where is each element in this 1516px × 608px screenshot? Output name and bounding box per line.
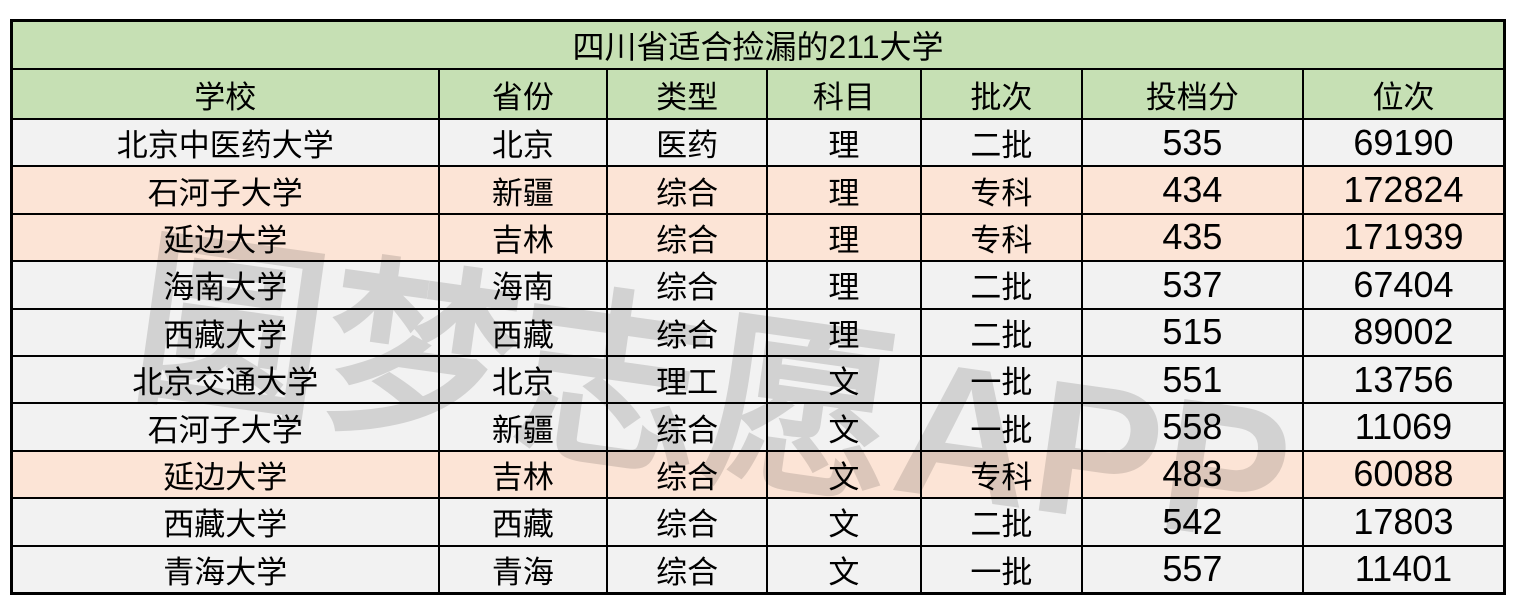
table-cell: 89002 (1301, 307, 1506, 357)
table-cell: 二批 (919, 307, 1083, 357)
table-cell: 青海大学 (10, 544, 440, 595)
table-row: 延边大学 吉林 综合文专科 483 60088 (10, 449, 1506, 500)
table-cell: 吉林 (437, 449, 609, 500)
table-cell: 综合 (606, 497, 768, 547)
table-cell: 文 (765, 544, 922, 595)
table-row: 西藏大学 西藏 综合文二批 542 17803 (10, 497, 1506, 547)
table-cell: 文 (765, 449, 922, 500)
column-header: 科目 (765, 68, 922, 120)
table-cell: 北京 (437, 354, 609, 405)
table-header-row: 学校 省份 类型 科目 批次 投档分 位次 (10, 68, 1506, 120)
table-cell: 海南 (437, 260, 609, 310)
table-cell: 理 (765, 260, 922, 310)
table-cell: 文 (765, 497, 922, 547)
column-header: 类型 (606, 68, 768, 120)
table-cell: 515 (1080, 307, 1304, 357)
table-cell: 综合 (606, 165, 768, 215)
table-cell: 542 (1080, 497, 1304, 547)
table-cell: 435 (1080, 212, 1304, 263)
table-cell: 青海 (437, 544, 609, 595)
table-row: 青海大学 青海 综合文一批 557 11401 (10, 544, 1506, 595)
table-cell: 二批 (919, 117, 1083, 168)
table-cell: 171939 (1301, 212, 1506, 263)
table-cell: 专科 (919, 449, 1083, 500)
data-table: 四川省适合捡漏的211大学 学校 省份 类型 科目 批次 投档分 位次 北京中医药大学 北京医… (10, 19, 1506, 595)
table-cell: 69190 (1301, 117, 1506, 168)
table-cell: 西藏大学 (10, 307, 440, 357)
table-cell: 483 (1080, 449, 1304, 500)
table-cell: 一批 (919, 354, 1083, 405)
table-title-row: 四川省适合捡漏的211大学 (10, 19, 1506, 70)
table-row: 北京交通大学 北京 理工文一批 551 13756 (10, 354, 1506, 405)
table-cell: 11401 (1301, 544, 1506, 595)
table-cell: 11069 (1301, 402, 1506, 452)
table-cell: 理 (765, 117, 922, 168)
table-cell: 北京交通大学 (10, 354, 440, 405)
table-row: 北京中医药大学 北京 医药理二批 535 69190 (10, 117, 1506, 168)
table-cell: 吉林 (437, 212, 609, 263)
table-cell: 60088 (1301, 449, 1506, 500)
table-cell: 延边大学 (10, 449, 440, 500)
table-cell: 理 (765, 307, 922, 357)
column-header: 批次 (919, 68, 1083, 120)
table-cell: 北京 (437, 117, 609, 168)
column-header: 位次 (1301, 68, 1506, 120)
table-cell: 新疆 (437, 165, 609, 215)
table-row: 西藏大学 西藏 综合理二批 515 89002 (10, 307, 1506, 357)
table-cell: 综合 (606, 260, 768, 310)
table-cell: 535 (1080, 117, 1304, 168)
table-cell: 西藏 (437, 497, 609, 547)
table-cell: 一批 (919, 544, 1083, 595)
table-row: 海南大学 海南 综合理二批 537 67404 (10, 260, 1506, 310)
table-cell: 二批 (919, 260, 1083, 310)
column-header: 省份 (437, 68, 609, 120)
table-cell: 理工 (606, 354, 768, 405)
table-cell: 石河子大学 (10, 165, 440, 215)
table-cell: 综合 (606, 544, 768, 595)
table-cell: 557 (1080, 544, 1304, 595)
table-cell: 西藏 (437, 307, 609, 357)
table-cell: 综合 (606, 212, 768, 263)
table-cell: 专科 (919, 165, 1083, 215)
table-cell: 172824 (1301, 165, 1506, 215)
table-cell: 综合 (606, 307, 768, 357)
table-cell: 专科 (919, 212, 1083, 263)
table-cell: 一批 (919, 402, 1083, 452)
table-cell: 医药 (606, 117, 768, 168)
table-cell: 二批 (919, 497, 1083, 547)
table-title: 四川省适合捡漏的211大学 (10, 19, 1506, 70)
table-cell: 67404 (1301, 260, 1506, 310)
table-cell: 文 (765, 354, 922, 405)
table-row: 延边大学 吉林 综合理专科 435 171939 (10, 212, 1506, 263)
table-cell: 558 (1080, 402, 1304, 452)
table-cell: 西藏大学 (10, 497, 440, 547)
table-cell: 434 (1080, 165, 1304, 215)
table-cell: 石河子大学 (10, 402, 440, 452)
table-cell: 理 (765, 212, 922, 263)
column-header: 学校 (10, 68, 440, 120)
column-header: 投档分 (1080, 68, 1304, 120)
table-cell: 综合 (606, 402, 768, 452)
table-row: 石河子大学 新疆 综合文一批 558 11069 (10, 402, 1506, 452)
university-table: 四川省适合捡漏的211大学 学校 省份 类型 科目 批次 投档分 位次 北京中医药大学 北京医… (10, 19, 1506, 595)
table-cell: 文 (765, 402, 922, 452)
table-cell: 551 (1080, 354, 1304, 405)
table-cell: 理 (765, 165, 922, 215)
table-row: 石河子大学 新疆 综合理专科 434 172824 (10, 165, 1506, 215)
table-cell: 综合 (606, 449, 768, 500)
table-cell: 537 (1080, 260, 1304, 310)
table-cell: 新疆 (437, 402, 609, 452)
table-cell: 17803 (1301, 497, 1506, 547)
table-cell: 北京中医药大学 (10, 117, 440, 168)
table-cell: 13756 (1301, 354, 1506, 405)
table-cell: 延边大学 (10, 212, 440, 263)
table-cell: 海南大学 (10, 260, 440, 310)
